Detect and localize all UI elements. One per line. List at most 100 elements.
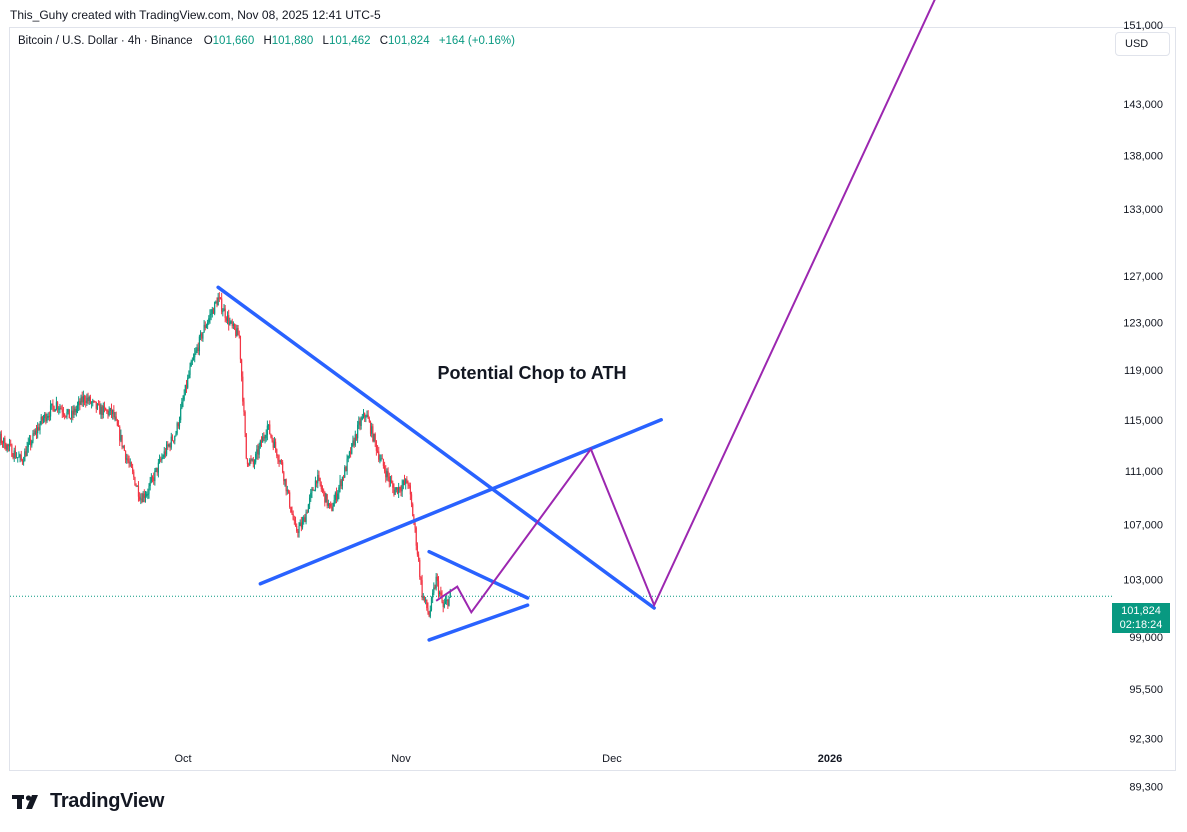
candle	[372, 423, 374, 443]
candle	[17, 457, 19, 463]
candle-body	[449, 591, 451, 598]
candle	[18, 451, 20, 458]
currency-button[interactable]: USD	[1115, 32, 1170, 56]
candle	[89, 394, 92, 405]
candle	[151, 475, 154, 483]
candle	[44, 411, 46, 423]
candle	[51, 403, 53, 410]
candle-body	[296, 526, 298, 532]
candle	[106, 409, 108, 414]
candle-body	[402, 480, 404, 485]
candle	[320, 481, 322, 492]
candle	[158, 454, 161, 464]
y-tick-label: 107,000	[1123, 519, 1163, 531]
candle-body	[58, 408, 60, 410]
candle	[38, 423, 40, 431]
candle	[13, 447, 15, 462]
candle	[60, 405, 62, 410]
candle	[351, 442, 353, 455]
high-label: H	[263, 35, 272, 47]
candle	[278, 454, 280, 467]
candle	[93, 400, 95, 403]
candle-body	[38, 427, 40, 431]
candle	[306, 509, 308, 514]
candle	[35, 424, 38, 439]
candle	[140, 493, 142, 505]
candle-body	[352, 440, 354, 444]
candle	[426, 599, 428, 611]
candle	[361, 414, 363, 421]
candle-body	[391, 480, 393, 483]
candle-body	[27, 442, 29, 448]
candle-body	[414, 522, 416, 528]
candle-body	[421, 580, 423, 598]
candle-body	[203, 324, 205, 333]
candle-body	[103, 405, 106, 409]
candle-body	[276, 449, 278, 456]
candle-body	[287, 489, 290, 493]
current-price-label: 101,824 02:18:24	[1112, 603, 1170, 633]
candle-body	[357, 424, 359, 439]
candle	[61, 404, 63, 418]
candle-body	[82, 396, 84, 403]
candle	[291, 506, 293, 515]
candle-body	[194, 353, 196, 358]
candle-body	[23, 461, 25, 463]
symbol-name[interactable]: Bitcoin / U.S. Dollar · 4h · Binance	[18, 35, 193, 47]
candle-body	[33, 433, 35, 435]
candle-body	[252, 459, 254, 465]
candle	[226, 311, 229, 325]
candle-body	[158, 459, 161, 463]
candle-body	[439, 592, 441, 595]
candle	[161, 453, 163, 464]
candle-body	[368, 418, 370, 422]
candle	[326, 493, 328, 509]
candle-body	[364, 413, 366, 418]
candle	[203, 320, 205, 333]
candle-body	[430, 597, 433, 610]
candle	[100, 403, 102, 419]
candle	[282, 459, 284, 474]
candle-body	[62, 412, 65, 415]
candle-body	[401, 484, 403, 492]
candle	[96, 403, 99, 411]
candle	[354, 430, 356, 447]
candle-body	[168, 444, 170, 447]
candle-body	[257, 449, 259, 455]
candle-body	[243, 401, 245, 412]
candle-body	[217, 297, 219, 306]
candle-body	[372, 426, 374, 442]
candle	[348, 450, 351, 459]
candle-body	[386, 471, 388, 478]
low-value: 101,462	[328, 35, 371, 47]
x-tick-label: Oct	[174, 753, 191, 765]
candle	[305, 509, 307, 525]
candle-body	[394, 489, 396, 495]
candle-body	[333, 500, 335, 507]
candle	[403, 474, 406, 486]
candle-body	[388, 476, 390, 482]
candle-body	[132, 467, 134, 472]
candle	[141, 492, 143, 504]
candle-body	[326, 494, 328, 506]
candle	[223, 304, 225, 312]
candle-body	[59, 407, 61, 409]
candle-body	[107, 410, 109, 416]
candle	[328, 503, 331, 509]
candle-body	[65, 415, 67, 417]
candle	[339, 474, 341, 493]
candle	[178, 416, 181, 430]
candle-body	[416, 545, 419, 555]
y-tick-label: 99,000	[1129, 632, 1163, 644]
candle-body	[238, 335, 240, 337]
candle-body	[263, 436, 265, 438]
candle-body	[385, 470, 387, 478]
candle-body	[253, 462, 256, 465]
candle-body	[78, 401, 80, 406]
candle-body	[358, 421, 360, 425]
candle-body	[187, 377, 189, 388]
candle	[154, 468, 156, 486]
candle-body	[4, 438, 6, 449]
candle-body	[112, 409, 114, 415]
candle-body	[169, 444, 171, 448]
